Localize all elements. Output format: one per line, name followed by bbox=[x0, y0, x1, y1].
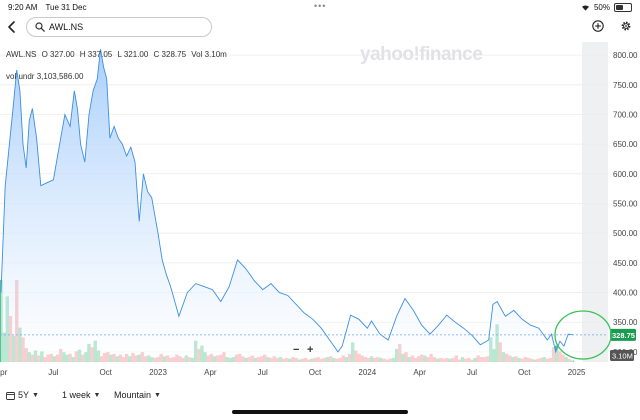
x-tick-label: Jul bbox=[48, 368, 58, 377]
x-tick-label: Oct bbox=[518, 368, 531, 377]
battery-icon bbox=[614, 3, 632, 12]
range-selector[interactable]: 5Y ▼ bbox=[6, 390, 39, 400]
status-date: Tue 31 Dec bbox=[45, 3, 87, 12]
indicator-name: vol undr bbox=[6, 72, 35, 81]
chart-toolbar: 5Y ▼ 1 week ▼ Mountain ▼ bbox=[0, 384, 640, 406]
wifi-icon bbox=[581, 5, 589, 11]
status-time: 9:20 AM bbox=[8, 3, 38, 12]
interval-label: 1 week bbox=[62, 390, 91, 400]
indicator-value: 3,103,586.00 bbox=[36, 72, 84, 81]
x-tick-label: Apr bbox=[413, 368, 426, 377]
x-tick-label: Oct bbox=[309, 368, 322, 377]
x-tick-label: Jul bbox=[467, 368, 477, 377]
search-icon bbox=[35, 22, 45, 32]
price-line bbox=[0, 49, 574, 354]
x-tick-label: 2023 bbox=[149, 368, 167, 377]
ohlc-low: L 321.00 bbox=[117, 50, 149, 59]
zoom-in-button[interactable]: + bbox=[307, 344, 313, 356]
battery-percent: 50% bbox=[593, 3, 610, 12]
y-tick-label: 450.00 bbox=[613, 259, 638, 268]
range-label: 5Y bbox=[18, 390, 30, 400]
chart-area[interactable]: 300.00350.00400.00450.00500.00550.00600.… bbox=[0, 42, 640, 384]
interval-selector[interactable]: 1 week ▼ bbox=[62, 390, 100, 400]
x-tick-label: Apr bbox=[0, 368, 8, 377]
back-chevron-icon[interactable] bbox=[6, 20, 18, 34]
future-zone bbox=[582, 42, 608, 362]
last-price-label: 328.75 bbox=[612, 331, 635, 340]
ohlc-readout: AWL.NS O 327.00 H 337.05 L 321.00 C 328.… bbox=[6, 50, 230, 59]
home-indicator[interactable] bbox=[232, 410, 408, 414]
zoom-out-button[interactable]: − bbox=[293, 344, 299, 356]
yahoo-finance-watermark: yahoo!finance bbox=[360, 44, 483, 65]
y-tick-label: 400.00 bbox=[613, 289, 638, 298]
status-right: 50% bbox=[581, 3, 632, 12]
multitask-dots-icon[interactable]: ••• bbox=[314, 1, 327, 11]
annotation-circle bbox=[554, 310, 612, 360]
y-tick-label: 500.00 bbox=[613, 229, 638, 238]
top-bar bbox=[0, 14, 640, 42]
calendar-icon bbox=[6, 391, 15, 400]
x-tick-label: Oct bbox=[99, 368, 112, 377]
y-tick-label: 550.00 bbox=[613, 200, 638, 209]
ohlc-high: H 337.05 bbox=[79, 50, 113, 59]
y-tick-label: 700.00 bbox=[613, 110, 638, 119]
volume-tag-label: 3.10M bbox=[612, 352, 633, 361]
volume-indicator-label[interactable]: vol undr 3,103,586.00 bbox=[6, 72, 83, 81]
y-tick-label: 600.00 bbox=[613, 170, 638, 179]
status-bar: 9:20 AM Tue 31 Dec ••• 50% bbox=[0, 0, 640, 14]
price-chart[interactable]: 300.00350.00400.00450.00500.00550.00600.… bbox=[0, 42, 640, 384]
y-tick-label: 800.00 bbox=[613, 51, 638, 60]
chart-type-label: Mountain bbox=[114, 390, 152, 400]
y-tick-label: 350.00 bbox=[613, 318, 638, 327]
x-tick-label: 2025 bbox=[568, 368, 586, 377]
volume-tag bbox=[610, 350, 634, 361]
search-box[interactable] bbox=[26, 17, 212, 37]
x-tick-label: Apr bbox=[204, 368, 217, 377]
ohlc-symbol: AWL.NS bbox=[6, 50, 37, 59]
chevron-down-icon: ▼ bbox=[154, 391, 161, 399]
gear-icon[interactable] bbox=[620, 20, 632, 32]
search-input[interactable] bbox=[49, 20, 199, 34]
ohlc-close: C 328.75 bbox=[153, 50, 187, 59]
chevron-down-icon: ▼ bbox=[32, 391, 39, 399]
y-tick-label: 650.00 bbox=[613, 140, 638, 149]
ohlc-open: O 327.00 bbox=[41, 50, 75, 59]
x-tick-label: 2024 bbox=[358, 368, 376, 377]
chart-type-selector[interactable]: Mountain ▼ bbox=[114, 390, 161, 400]
status-left: 9:20 AM Tue 31 Dec bbox=[8, 3, 93, 12]
chevron-down-icon: ▼ bbox=[93, 391, 101, 399]
add-circle-icon[interactable] bbox=[592, 20, 604, 32]
battery-fill bbox=[616, 5, 623, 10]
ohlc-volume: Vol 3.10m bbox=[191, 50, 227, 59]
price-area bbox=[1, 49, 574, 362]
y-tick-label: 750.00 bbox=[613, 81, 638, 90]
last-price-tag bbox=[610, 328, 636, 341]
x-tick-label: Jul bbox=[258, 368, 268, 377]
